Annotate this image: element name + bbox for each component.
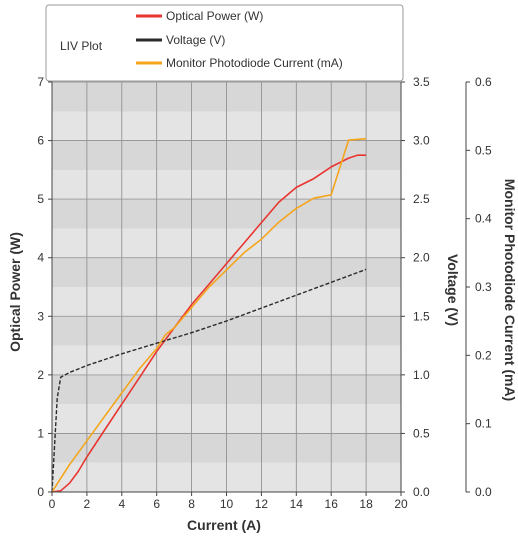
voltage-tick-label: 3.5 (413, 75, 430, 89)
axes (48, 81, 470, 496)
x-tick-label: 2 (84, 497, 91, 511)
monitor-tick-label: 0.3 (475, 280, 492, 294)
x-tick-label: 20 (394, 497, 408, 511)
x-tick-label: 16 (325, 497, 339, 511)
voltage-tick-label: 2.5 (413, 192, 430, 206)
plot-title: LIV Plot (60, 39, 103, 53)
left-tick-label: 5 (37, 192, 44, 206)
left-tick-label: 4 (37, 251, 44, 265)
monitor-tick-label: 0.6 (475, 75, 492, 89)
voltage-tick-label: 2.0 (413, 251, 430, 265)
left-tick-label: 1 (37, 426, 44, 440)
monitor-tick-label: 0.1 (475, 417, 492, 431)
monitor-tick-label: 0.5 (475, 143, 492, 157)
x-axis-title: Current (A) (187, 517, 261, 533)
monitor-current-line (51, 137, 367, 493)
tick-labels: 0 2 4 6 8 10 12 14 16 18 20012345670.00.51.01.52.0… (37, 75, 492, 511)
left-tick-label: 3 (37, 309, 44, 323)
x-tick-label: 0 (49, 497, 56, 511)
optical-power-line (51, 154, 367, 493)
series-lines (51, 137, 367, 493)
voltage-tick-label: 1.0 (413, 368, 430, 382)
x-tick-label: 6 (153, 497, 160, 511)
voltage-tick-label: 0.0 (413, 485, 430, 499)
voltage-line (51, 268, 367, 493)
x-tick-label: 4 (118, 497, 125, 511)
legend-box (45, 4, 404, 82)
left-tick-label: 0 (37, 485, 44, 499)
monitor-tick-label: 0.2 (475, 348, 492, 362)
legend-voltage-label: Voltage (V) (166, 33, 225, 47)
x-tick-label: 18 (359, 497, 373, 511)
x-tick-label: 10 (220, 497, 234, 511)
voltage-tick-label: 1.5 (413, 309, 430, 323)
legend-monitor-current-label: Monitor Photodiode Current (mA) (166, 56, 343, 70)
left-tick-label: 2 (37, 368, 44, 382)
monitor-tick-label: 0.4 (475, 212, 492, 226)
voltage-axis-title: Voltage (V) (445, 254, 461, 326)
x-tick-label: 12 (255, 497, 269, 511)
voltage-tick-label: 0.5 (413, 426, 430, 440)
left-tick-label: 7 (37, 75, 44, 89)
left-axis-title: Optical Power (W) (7, 232, 23, 352)
voltage-tick-label: 3.0 (413, 134, 430, 148)
x-tick-label: 14 (290, 497, 304, 511)
legend: LIV Plot Optical Power (W) Voltage (V) Mon… (45, 4, 404, 82)
left-tick-label: 6 (37, 134, 44, 148)
legend-optical-power-label: Optical Power (W) (166, 9, 263, 23)
x-tick-label: 8 (188, 497, 195, 511)
monitor-current-axis-title: Monitor Photodiode Current (mA) (502, 179, 518, 401)
monitor-tick-label: 0.0 (475, 485, 492, 499)
